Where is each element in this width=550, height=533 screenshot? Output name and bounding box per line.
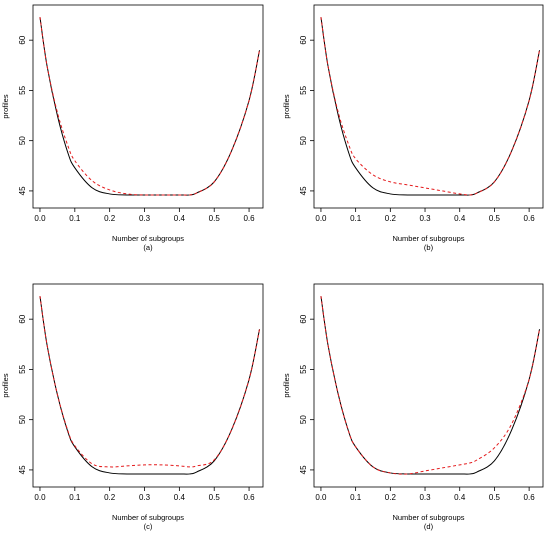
x-tick-label: 0.2	[385, 214, 397, 223]
y-tick-label: 60	[299, 35, 308, 44]
x-tick-label: 0.3	[419, 493, 431, 502]
x-tick-label: 0.3	[419, 214, 431, 223]
x-tick-label: 0.5	[209, 493, 221, 502]
x-tick-label: 0.1	[350, 493, 362, 502]
x-tick-label: 0.5	[209, 214, 221, 223]
panel-d: 0.0 0.1 0.2 0.3 0.4 0.5 0.6 45 50 55 60 Number of s…	[282, 283, 544, 531]
y-axis-title: profiles	[282, 373, 291, 397]
panel-label: (a)	[143, 243, 153, 252]
plot-frame	[313, 283, 544, 488]
panel-label: (d)	[424, 522, 434, 531]
y-axis-title: profiles	[282, 94, 291, 118]
solid-series-line	[320, 295, 541, 475]
x-tick-label: 0.6	[524, 214, 536, 223]
x-tick-label: 0.4	[454, 214, 466, 223]
x-axis-title: Number of subgroups	[112, 234, 184, 243]
panel-label: (c)	[144, 522, 153, 531]
plot-frame	[32, 4, 264, 209]
y-tick-label: 50	[18, 415, 27, 424]
x-tick-label: 0.0	[315, 214, 327, 223]
y-tick-label: 60	[18, 35, 27, 44]
plot-frame	[32, 283, 264, 488]
panel-label: (b)	[424, 243, 434, 252]
x-tick-label: 0.4	[174, 214, 186, 223]
panel-b: 0.0 0.1 0.2 0.3 0.4 0.5 0.6 45 50 55 60 Number of s…	[282, 4, 544, 252]
x-tick-label: 0.0	[34, 214, 46, 223]
x-tick-label: 0.4	[174, 493, 186, 502]
y-tick-label: 50	[299, 136, 308, 145]
plot-frame	[313, 4, 544, 209]
x-tick-label: 0.6	[243, 214, 255, 223]
y-tick-label: 50	[18, 136, 27, 145]
x-tick-label: 0.3	[139, 493, 151, 502]
y-tick-label: 55	[18, 85, 27, 94]
x-tick-label: 0.3	[139, 214, 151, 223]
x-tick-label: 0.2	[104, 493, 116, 502]
x-tick-label: 0.5	[489, 493, 501, 502]
x-tick-label: 0.0	[34, 493, 46, 502]
solid-series-line	[320, 16, 541, 196]
x-axis-title: Number of subgroups	[392, 234, 464, 243]
x-tick-label: 0.1	[69, 214, 81, 223]
x-tick-label: 0.5	[489, 214, 501, 223]
y-tick-label: 55	[299, 364, 308, 373]
y-tick-label: 60	[18, 314, 27, 323]
x-axis-title: Number of subgroups	[112, 513, 184, 522]
y-tick-label: 45	[299, 186, 308, 195]
dashed-series-line	[39, 16, 261, 196]
dashed-series-line	[39, 295, 261, 468]
y-axis-title: profiles	[1, 94, 10, 118]
y-axis-title: profiles	[1, 373, 10, 397]
x-tick-label: 0.6	[243, 493, 255, 502]
x-tick-label: 0.4	[454, 493, 466, 502]
y-tick-label: 55	[18, 364, 27, 373]
x-tick-label: 0.2	[385, 493, 397, 502]
y-tick-label: 45	[18, 186, 27, 195]
solid-series-line	[39, 16, 261, 196]
x-tick-label: 0.1	[69, 493, 81, 502]
y-tick-label: 50	[299, 415, 308, 424]
x-tick-label: 0.1	[350, 214, 362, 223]
x-tick-label: 0.6	[524, 493, 536, 502]
dashed-series-line	[320, 295, 541, 475]
y-tick-label: 45	[18, 465, 27, 474]
x-tick-label: 0.2	[104, 214, 116, 223]
dashed-series-line	[320, 16, 541, 196]
y-tick-label: 60	[299, 314, 308, 323]
x-tick-label: 0.0	[315, 493, 327, 502]
y-tick-label: 55	[299, 85, 308, 94]
solid-series-line	[39, 295, 261, 475]
y-tick-label: 45	[299, 465, 308, 474]
panel-a: 0.0 0.1 0.2 0.3 0.4 0.5 0.6 45 50 55 60 Number of s…	[1, 4, 264, 252]
panel-c: 0.0 0.1 0.2 0.3 0.4 0.5 0.6 45 50 55 60 Number of s…	[1, 283, 264, 531]
x-axis-title: Number of subgroups	[392, 513, 464, 522]
